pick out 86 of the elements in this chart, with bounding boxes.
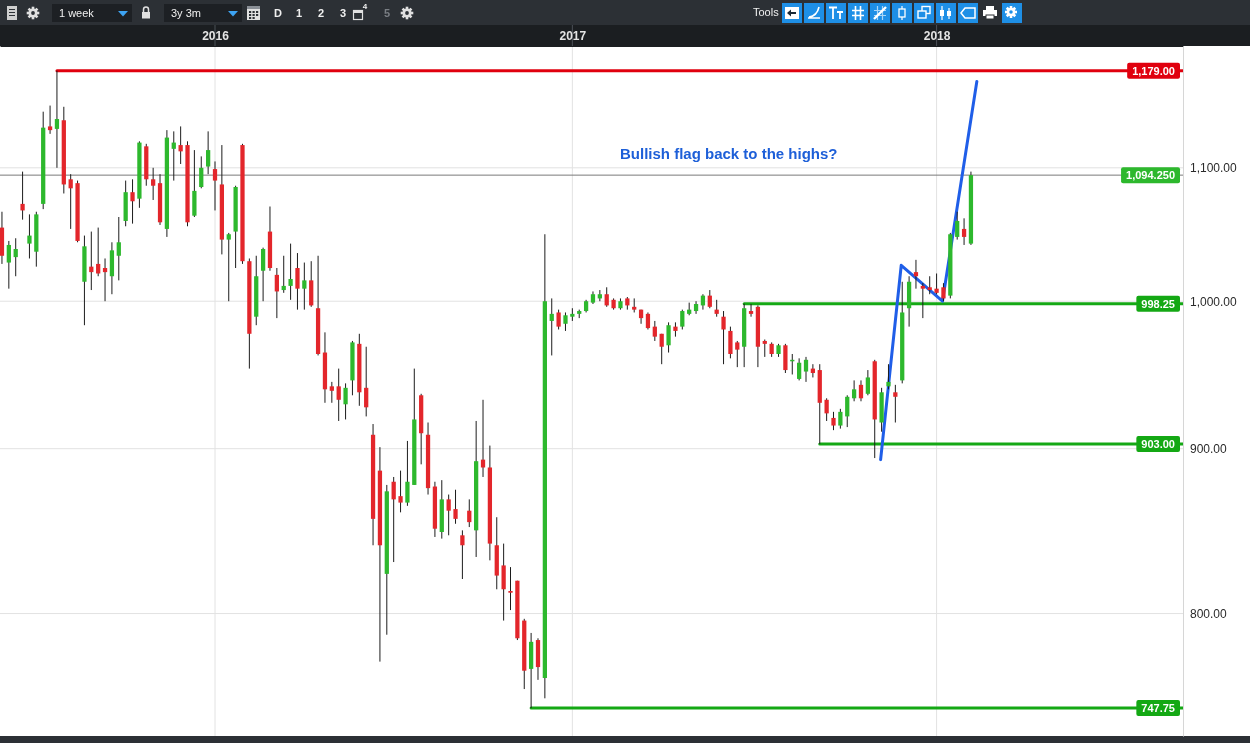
- y-tick-label: 1,100.00: [1190, 161, 1238, 176]
- candlestick: [659, 333, 664, 365]
- candlestick: [838, 408, 843, 430]
- text: 1 week: [59, 7, 95, 19]
- text: 3: [339, 7, 347, 19]
- text: D: [274, 7, 283, 19]
- candlestick: [955, 211, 960, 241]
- candlestick: [886, 363, 891, 390]
- candlestick: [803, 356, 809, 383]
- text: 4: [362, 2, 368, 11]
- candlestick: [260, 247, 266, 302]
- text: 5: [383, 7, 391, 19]
- candlestick: [721, 310, 726, 365]
- candlestick: [302, 262, 307, 311]
- candlestick: [797, 357, 802, 381]
- candlestick: [405, 440, 410, 507]
- candlestick: [226, 232, 231, 302]
- candlestick: [467, 498, 472, 528]
- annotation: 998.25: [1141, 297, 1175, 310]
- text: 3y 3m: [171, 7, 201, 19]
- ref-line-label: 1,094.250: [1126, 168, 1175, 181]
- candlestick: [343, 382, 348, 420]
- candlestick: [556, 309, 561, 330]
- candlestick: [13, 237, 18, 277]
- candlestick: [446, 494, 451, 536]
- candlestick: [920, 282, 925, 319]
- candlestick: [831, 411, 836, 431]
- candlestick: [199, 155, 204, 189]
- text: 2: [317, 7, 325, 19]
- candlestick: [68, 173, 73, 230]
- candlestick: [824, 397, 829, 422]
- candlestick: [680, 309, 685, 330]
- candlestick: [845, 394, 850, 428]
- candlestick: [130, 178, 135, 225]
- candlestick: [858, 379, 864, 402]
- candlestick: [288, 243, 293, 301]
- candlestick: [206, 130, 211, 175]
- candlestick: [329, 381, 334, 404]
- candlestick: [398, 470, 403, 513]
- candlestick: [151, 167, 156, 201]
- candlestick: [295, 252, 300, 311]
- candlestick: [893, 384, 898, 423]
- candlestick: [728, 326, 733, 359]
- candlestick: [274, 267, 279, 319]
- candlestick: [941, 282, 946, 302]
- annotation: Bullish flag back to the highs?: [620, 145, 838, 162]
- candlestick: [54, 70, 60, 169]
- candlestick: [508, 566, 513, 611]
- x-tick-label: 2017: [559, 29, 587, 43]
- candlestick: [6, 240, 11, 290]
- y-tick-label: 800.00: [1190, 606, 1228, 621]
- candlestick: [604, 286, 609, 308]
- candlestick: [693, 300, 699, 315]
- candlestick: [748, 303, 754, 318]
- candlestick: [501, 543, 506, 622]
- candlestick: [549, 297, 554, 356]
- x-tick-label: 2018: [923, 29, 951, 43]
- line-series: [879, 79, 979, 462]
- candlestick: [27, 213, 32, 259]
- candlestick: [336, 368, 341, 422]
- candlestick: [563, 311, 568, 332]
- annotation: 747.75: [1141, 701, 1175, 714]
- candlestick: [453, 489, 458, 525]
- text: 1: [295, 7, 303, 19]
- candlestick: [102, 257, 108, 302]
- annotation: 1,179.00: [1132, 64, 1175, 77]
- candlestick: [666, 321, 671, 354]
- candlestick: [212, 160, 218, 211]
- x-tick-label: 2016: [202, 29, 230, 43]
- candlestick: [961, 217, 967, 246]
- candlestick: [735, 340, 740, 368]
- candlestick: [391, 476, 396, 563]
- candlestick: [851, 379, 857, 402]
- candlestick: [652, 320, 657, 342]
- candlestick: [865, 369, 870, 396]
- candlestick: [20, 171, 25, 221]
- candlestick: [934, 272, 939, 295]
- candlestick: [707, 289, 712, 309]
- text: Tools: [753, 6, 780, 18]
- y-tick-label: 1,000.00: [1190, 294, 1238, 309]
- candlestick: [116, 216, 121, 281]
- candlestick: [47, 105, 53, 135]
- candlestick: [460, 529, 465, 580]
- candlestick: [364, 346, 369, 417]
- annotation: 903.00: [1141, 437, 1175, 450]
- y-tick-label: 900.00: [1190, 442, 1228, 457]
